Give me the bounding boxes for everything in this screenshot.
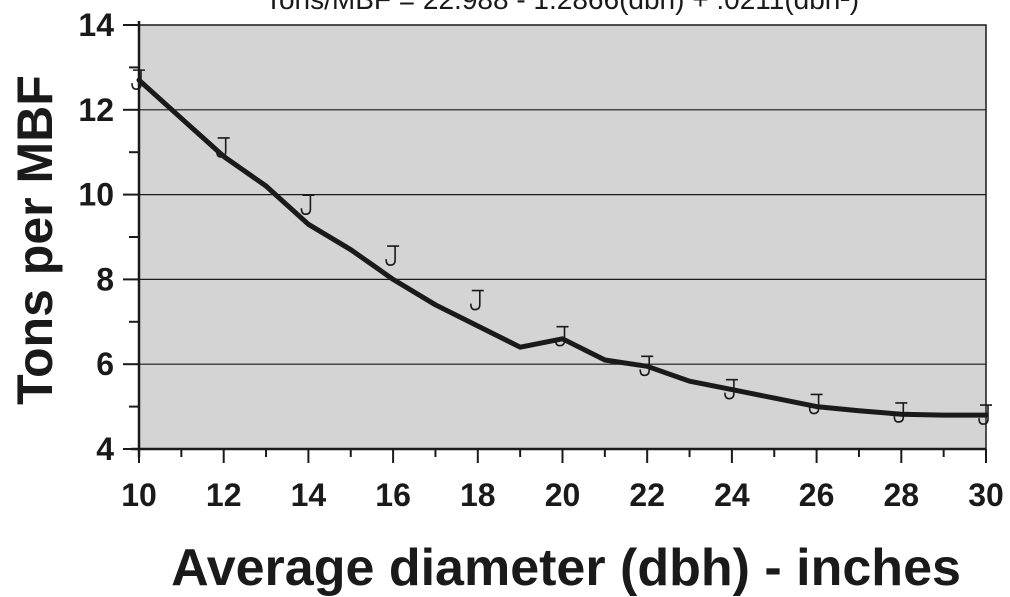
x-tick-label: 24 (714, 477, 750, 513)
y-tick-label: 12 (78, 92, 114, 128)
data-point-marker (978, 404, 992, 425)
fitted-curve (136, 77, 989, 418)
y-tick-label: 6 (96, 346, 114, 382)
data-point-marker (724, 378, 738, 400)
data-point-marker (215, 137, 230, 158)
data-point-marker (470, 289, 484, 311)
y-axis-title: Tons per MBF (7, 75, 63, 405)
y-tick-label: 8 (96, 261, 114, 297)
data-point-marker (131, 69, 145, 90)
data-point-marker (385, 245, 400, 266)
x-tick-label: 10 (121, 477, 157, 513)
x-tick-label: 22 (629, 477, 665, 513)
x-tick-label: 12 (206, 477, 242, 513)
gridlines (139, 109, 986, 365)
y-tick-label: 4 (96, 431, 114, 467)
x-tick-label: 18 (460, 477, 496, 513)
data-point-marker (808, 393, 823, 415)
x-tick-label: 16 (375, 477, 411, 513)
axes (123, 21, 987, 463)
x-tick-label: 14 (291, 477, 327, 513)
x-tick-labels: 10 12 14 16 18 20 22 24 26 28 30 (121, 477, 1004, 513)
marker-group (131, 69, 992, 425)
data-point-marker (639, 355, 654, 377)
x-tick-label: 20 (545, 477, 581, 513)
x-tick-label: 26 (799, 477, 835, 513)
chart-equation: Tons/MBF = 22.988 - 1.2866(dbh) + .0211(… (265, 0, 859, 15)
y-tick-label: 10 (78, 177, 114, 213)
x-tick-label: 30 (968, 477, 1004, 513)
series-group (136, 77, 989, 418)
x-tick-label: 28 (884, 477, 920, 513)
plot-area (138, 24, 987, 450)
x-axis-title: Average diameter (dbh) - inches (171, 539, 961, 597)
data-point-marker (554, 325, 569, 347)
data-point-marker (893, 402, 908, 423)
y-tick-labels: 4 6 8 10 12 14 (78, 7, 114, 467)
y-tick-label: 14 (78, 7, 114, 43)
data-point-marker (300, 194, 315, 216)
